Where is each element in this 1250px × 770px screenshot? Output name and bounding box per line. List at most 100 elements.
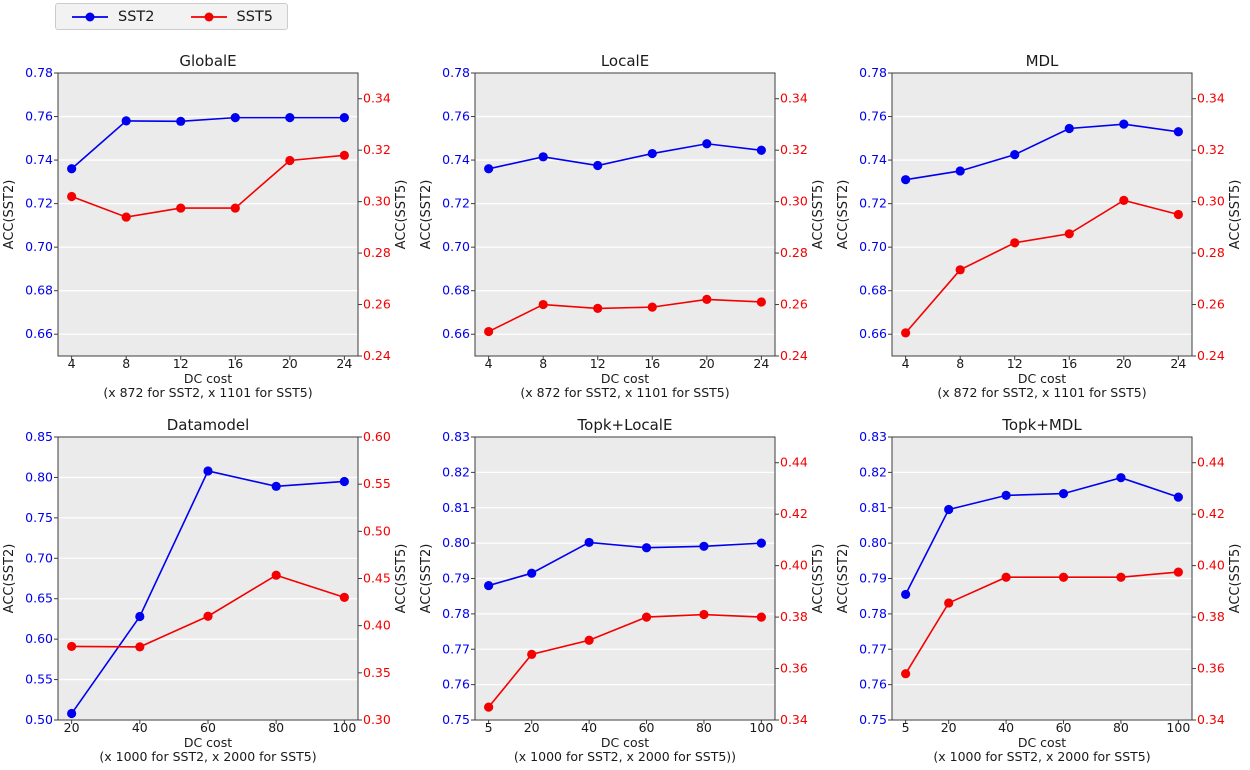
- y-axis-label-left: ACC(SST2): [2, 544, 17, 614]
- y-tick-label-left: 0.76: [859, 677, 887, 692]
- x-tick-label: 20: [524, 720, 540, 735]
- y-tick-label-right: 0.32: [1197, 142, 1225, 157]
- x-tick-label: 16: [227, 356, 243, 371]
- y-tick-label-left: 0.80: [25, 469, 53, 484]
- series-line-sst5: [71, 154, 345, 218]
- data-point-sst2: [955, 166, 965, 176]
- y-tick-label-right: 0.28: [780, 245, 808, 260]
- data-point-sst5: [647, 302, 657, 312]
- y-tick-label-right: 0.24: [780, 348, 808, 363]
- x-tick-label: 100: [1166, 720, 1190, 735]
- y-tick-label-left: 0.80: [442, 535, 470, 550]
- data-point-sst5: [593, 303, 603, 314]
- data-point-sst2: [484, 580, 494, 591]
- plot-frame: [474, 72, 776, 357]
- y-tick-label-right: 0.24: [1197, 348, 1225, 363]
- y-tick-label-right: 0.34: [363, 91, 391, 106]
- y-tick-label-left: 0.70: [25, 239, 53, 254]
- y-axis-label-right: ACC(SST5): [811, 180, 826, 250]
- chart-grid: 0.66 0.68 0.70 0.72 0.74 0.76 0.78 0.24 0.26 0.28…: [0, 44, 1250, 770]
- x-tick-label: 60: [1056, 720, 1072, 735]
- x-axis-note: (x 872 for SST2, x 1101 for SST5): [520, 385, 729, 400]
- y-tick-label-right: 0.50: [363, 523, 391, 538]
- y-tick-label-left: 0.75: [859, 712, 887, 727]
- y-tick-label-left: 0.66: [25, 326, 53, 341]
- y-tick-label-left: 0.68: [859, 283, 887, 298]
- x-tick-label: 60: [639, 720, 655, 735]
- y-tick-label-right: 0.44: [1197, 455, 1225, 470]
- data-point-sst2: [484, 164, 494, 174]
- series-line-sst2: [71, 116, 345, 170]
- x-axis-note: (x 1000 for SST2, x 2000 for SST5)): [514, 749, 736, 764]
- data-point-sst5: [702, 294, 712, 304]
- data-point-sst2: [67, 708, 77, 719]
- y-tick-label-right: 0.35: [363, 665, 391, 680]
- plot-area: [892, 73, 1192, 356]
- y-tick-label-left: 0.81: [442, 500, 470, 515]
- y-tick-label-left: 0.82: [442, 464, 470, 479]
- x-tick-label: 4: [68, 356, 76, 371]
- y-tick-label-right: 0.40: [363, 618, 391, 633]
- series-line-sst5: [905, 199, 1179, 334]
- data-point-sst5: [339, 592, 349, 602]
- y-tick-label-left: 0.75: [25, 510, 53, 525]
- x-tick-label: 40: [998, 720, 1014, 735]
- y-tick-label-left: 0.76: [442, 109, 470, 124]
- y-tick-label-left: 0.50: [25, 712, 53, 727]
- y-axis-label-left: ACC(SST2): [419, 544, 434, 614]
- data-point-sst2: [1119, 119, 1129, 129]
- y-tick-label-left: 0.80: [859, 535, 887, 550]
- data-point-sst5: [1173, 567, 1183, 577]
- data-point-sst2: [176, 116, 186, 126]
- plot-frame: [891, 72, 1193, 357]
- x-tick-label: 20: [64, 720, 80, 735]
- data-point-sst5: [584, 635, 594, 645]
- y-tick-label-right: 0.40: [1197, 558, 1225, 573]
- x-tick-label: 20: [699, 356, 715, 371]
- y-axis-label-right: ACC(SST5): [811, 544, 826, 614]
- x-tick-label: 20: [941, 720, 957, 735]
- x-tick-label: 40: [132, 720, 148, 735]
- y-tick-label-left: 0.70: [859, 239, 887, 254]
- sst2-line-marker-icon: [72, 12, 108, 21]
- y-tick-label-right: 0.34: [780, 712, 808, 727]
- data-point-sst5: [538, 299, 548, 310]
- x-tick-label: 80: [1113, 720, 1129, 735]
- data-point-sst5: [339, 150, 349, 160]
- data-point-sst2: [1064, 123, 1074, 134]
- data-point-sst5: [67, 191, 77, 202]
- x-axis-note: (x 872 for SST2, x 1101 for SST5): [103, 385, 312, 400]
- y-tick-label-left: 0.82: [859, 464, 887, 479]
- plot-area: [58, 437, 358, 720]
- y-tick-label-right: 0.28: [363, 245, 391, 260]
- y-tick-label-left: 0.78: [442, 65, 470, 80]
- y-tick-label-right: 0.24: [363, 348, 391, 363]
- y-tick-label-left: 0.78: [442, 606, 470, 621]
- y-tick-label-right: 0.60: [363, 429, 391, 444]
- y-tick-label-right: 0.34: [1197, 712, 1225, 727]
- data-point-sst5: [641, 612, 652, 622]
- plot-frame: [57, 72, 359, 357]
- y-tick-label-left: 0.70: [442, 239, 470, 254]
- x-tick-label: 4: [485, 356, 493, 371]
- data-point-sst2: [593, 160, 603, 171]
- data-point-sst5: [271, 570, 281, 580]
- y-axis-label-left: ACC(SST2): [419, 180, 434, 250]
- x-axis-label: DC cost: [1018, 371, 1066, 386]
- y-tick-label-left: 0.76: [25, 109, 53, 124]
- x-axis-label: DC cost: [184, 735, 232, 750]
- chart-datamodel: 0.50 0.55 0.60 0.65 0.70 0.75 0.80 0.85 0.30 0.35…: [2, 416, 409, 764]
- y-tick-label-left: 0.72: [25, 196, 53, 211]
- chart-title: LocalE: [601, 52, 649, 70]
- sst5-line-marker-icon: [190, 12, 227, 21]
- y-tick-label-right: 0.42: [1197, 506, 1225, 521]
- data-point-sst2: [538, 152, 548, 162]
- data-point-sst5: [527, 649, 537, 659]
- data-point-sst5: [944, 598, 954, 608]
- data-point-sst2: [901, 589, 911, 600]
- x-tick-label: 8: [122, 356, 130, 371]
- chart-title: MDL: [1026, 52, 1059, 70]
- y-axis-label-right: ACC(SST5): [394, 180, 409, 250]
- y-tick-label-left: 0.85: [25, 429, 53, 444]
